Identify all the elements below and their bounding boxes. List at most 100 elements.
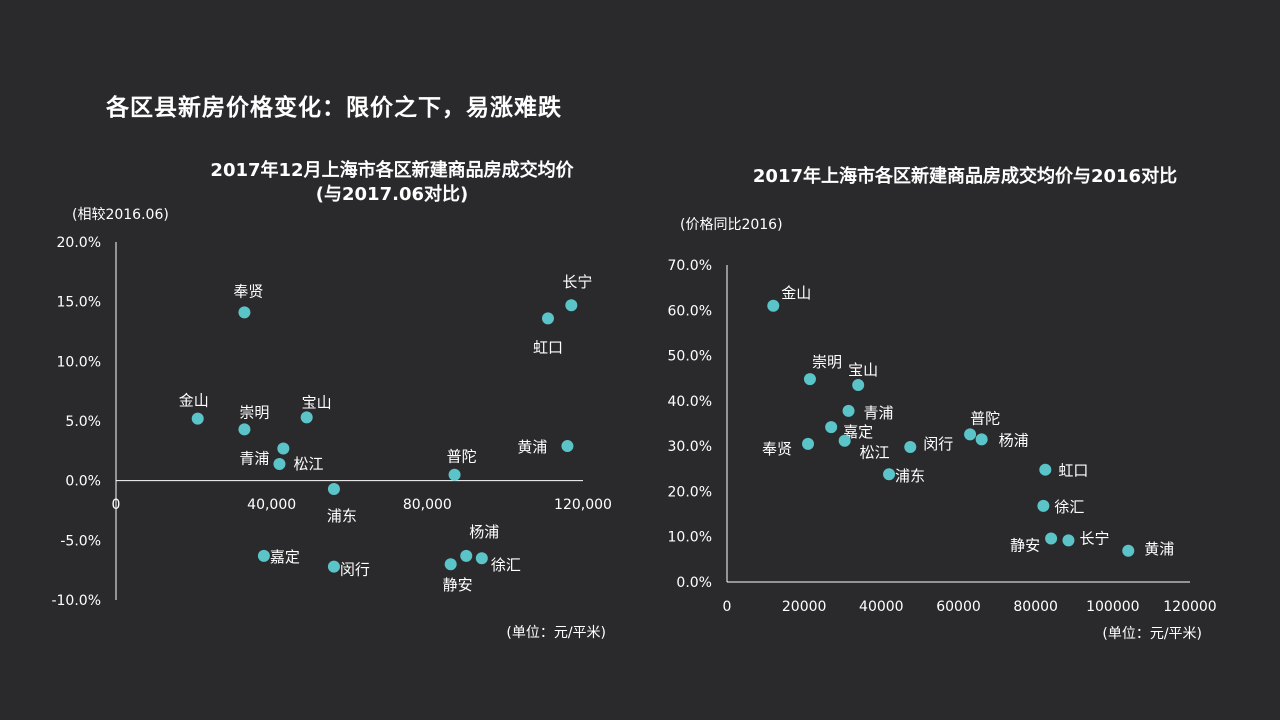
data-point-label: 普陀 xyxy=(970,409,1000,427)
data-point-label: 黄浦 xyxy=(517,438,547,456)
y-tick-label: 30.0% xyxy=(668,439,712,455)
data-point xyxy=(327,483,340,496)
page-title: 各区县新房价格变化：限价之下，易涨难跌 xyxy=(106,95,562,121)
data-point-label: 长宁 xyxy=(562,273,592,291)
data-point xyxy=(277,442,290,455)
data-point-label: 长宁 xyxy=(1079,529,1109,547)
x-tick-label: 80,000 xyxy=(403,497,452,513)
data-point xyxy=(273,457,286,470)
data-point-label: 奉贤 xyxy=(233,282,263,300)
data-point-label: 杨浦 xyxy=(469,523,499,541)
data-point-label: 杨浦 xyxy=(999,431,1029,449)
y-tick-label: 10.0% xyxy=(668,530,712,546)
data-point xyxy=(238,306,251,319)
data-point-label: 虹口 xyxy=(533,338,563,356)
data-point xyxy=(1045,532,1058,545)
data-point xyxy=(448,468,461,481)
x-tick-label: 20000 xyxy=(782,599,827,615)
data-point xyxy=(883,468,896,481)
x-tick-label: 100000 xyxy=(1086,599,1139,615)
unit-note: (单位：元/平米) xyxy=(1102,626,1202,642)
data-point xyxy=(802,437,815,450)
data-point-label: 金山 xyxy=(781,284,811,302)
x-tick-label: 80000 xyxy=(1013,599,1058,615)
data-point-label: 浦东 xyxy=(327,507,357,525)
y-tick-label: 0.0% xyxy=(65,474,101,490)
x-tick-label: 40,000 xyxy=(247,497,296,513)
y-tick-label: 10.0% xyxy=(57,354,101,370)
data-point xyxy=(1039,463,1052,476)
data-point-label: 奉贤 xyxy=(762,440,792,458)
data-point-label: 嘉定 xyxy=(843,423,873,441)
data-point xyxy=(191,412,204,425)
x-tick-label: 0 xyxy=(723,599,732,615)
y-tick-label: 60.0% xyxy=(668,303,712,319)
data-point-label: 静安 xyxy=(443,576,473,594)
chart-title-line: 2017年12月上海市各区新建商品房成交均价 xyxy=(210,159,574,181)
data-point xyxy=(475,552,488,565)
data-point-label: 闵行 xyxy=(923,435,953,453)
data-point-label: 虹口 xyxy=(1058,462,1088,480)
data-point-label: 宝山 xyxy=(302,393,332,411)
chart-2017-dec-vs-jun: 2017年12月上海市各区新建商品房成交均价(与2017.06对比) (相较201… xyxy=(51,159,612,641)
y-tick-label: 20.0% xyxy=(668,484,712,500)
x-tick-label: 40000 xyxy=(859,599,904,615)
data-point-label: 宝山 xyxy=(848,361,878,379)
chart-title-line: (与2017.06对比) xyxy=(316,183,468,205)
x-tick-label: 120000 xyxy=(1163,599,1216,615)
x-tick-label: 60000 xyxy=(936,599,981,615)
data-point xyxy=(1062,534,1075,547)
y-tick-label: 0.0% xyxy=(676,575,712,591)
data-point xyxy=(975,433,988,446)
data-point-label: 青浦 xyxy=(239,449,269,467)
x-tick-label: 0 xyxy=(112,497,121,513)
data-point xyxy=(565,299,578,312)
data-point-label: 浦东 xyxy=(895,467,925,485)
y-tick-label: -5.0% xyxy=(60,533,101,549)
y-axis-label: (价格同比2016) xyxy=(680,217,783,233)
chart-title-line: 2017年上海市各区新建商品房成交均价与2016对比 xyxy=(753,165,1177,187)
data-point xyxy=(767,299,780,312)
y-axis-label: (相较2016.06) xyxy=(72,207,169,223)
data-point-label: 黄浦 xyxy=(1144,540,1174,558)
data-point-label: 普陀 xyxy=(447,448,477,466)
data-point xyxy=(444,558,457,571)
data-point xyxy=(842,404,855,417)
data-point xyxy=(257,549,270,562)
data-point-label: 嘉定 xyxy=(270,548,300,566)
data-point xyxy=(460,549,473,562)
data-point xyxy=(803,373,816,386)
data-point-label: 崇明 xyxy=(239,403,269,421)
unit-note: (单位：元/平米) xyxy=(506,625,606,641)
x-tick-label: 120,000 xyxy=(554,497,612,513)
data-point xyxy=(561,440,574,453)
y-tick-label: 5.0% xyxy=(65,414,101,430)
y-tick-label: 50.0% xyxy=(668,349,712,365)
y-tick-label: -10.0% xyxy=(51,593,101,609)
data-point-label: 徐汇 xyxy=(1054,498,1084,516)
data-point xyxy=(1122,544,1135,557)
y-tick-label: 20.0% xyxy=(57,235,101,251)
data-point-label: 松江 xyxy=(293,455,323,473)
data-point xyxy=(904,441,917,454)
data-point-label: 崇明 xyxy=(812,353,842,371)
data-point xyxy=(1037,499,1050,512)
y-tick-label: 15.0% xyxy=(57,295,101,311)
data-point xyxy=(838,434,851,447)
y-tick-label: 70.0% xyxy=(668,258,712,274)
data-point xyxy=(541,312,554,325)
y-tick-label: 40.0% xyxy=(668,394,712,410)
data-point-label: 青浦 xyxy=(864,404,894,422)
data-point xyxy=(238,423,251,436)
data-point-label: 闵行 xyxy=(340,561,370,579)
data-point xyxy=(825,421,838,434)
data-point-label: 金山 xyxy=(179,392,209,410)
data-point xyxy=(327,560,340,573)
data-point-label: 静安 xyxy=(1010,537,1040,555)
data-point xyxy=(300,411,313,424)
data-point-label: 松江 xyxy=(860,444,890,462)
data-point xyxy=(852,379,865,392)
data-point xyxy=(964,428,977,441)
